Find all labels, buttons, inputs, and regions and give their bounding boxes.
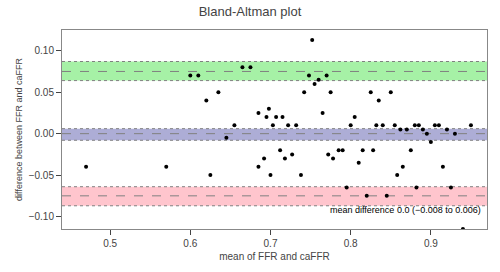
svg-text:−0.10: −0.10 [29,211,55,222]
svg-text:mean difference 0.0 (−0.008 to: mean difference 0.0 (−0.008 to 0.006) [330,205,481,215]
svg-text:0.8: 0.8 [344,238,358,249]
svg-text:difference between FFR and caF: difference between FFR and caFFR [14,58,24,201]
svg-text:mean of FFR and caFFR: mean of FFR and caFFR [219,251,330,262]
svg-text:0.7: 0.7 [264,238,278,249]
svg-text:Bland-Altman plot: Bland-Altman plot [199,4,302,19]
svg-text:0.05: 0.05 [35,87,55,98]
svg-text:0.5: 0.5 [103,238,117,249]
svg-text:0.6: 0.6 [183,238,197,249]
svg-text:0.9: 0.9 [424,238,438,249]
svg-text:−0.05: −0.05 [29,170,55,181]
svg-text:0.10: 0.10 [35,45,55,56]
svg-text:0.00: 0.00 [35,128,55,139]
